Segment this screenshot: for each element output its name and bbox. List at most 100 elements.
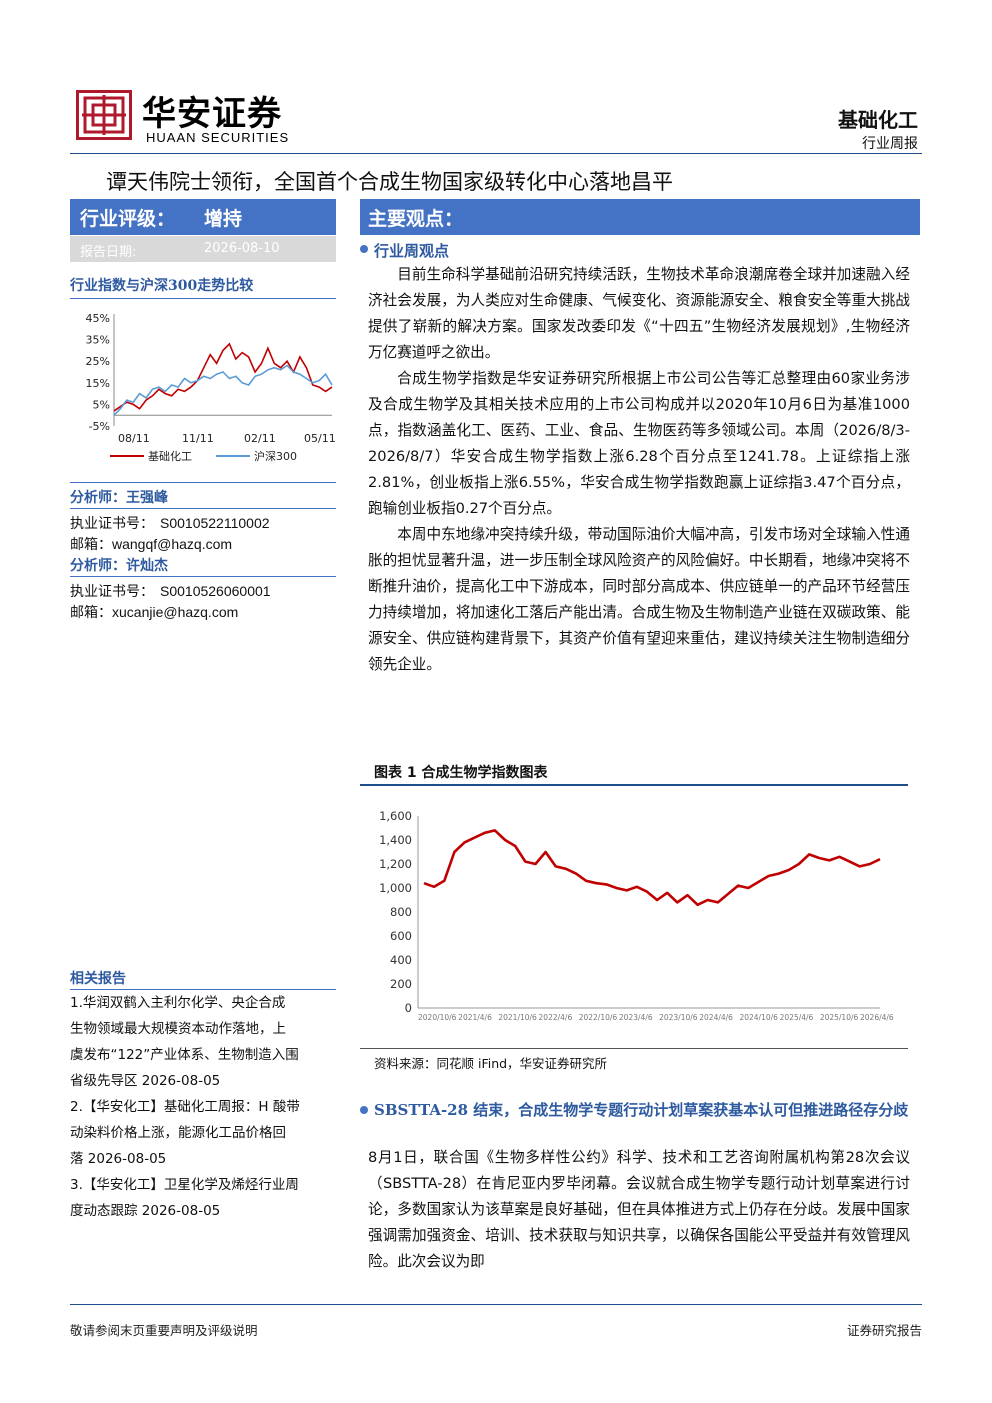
y-tick-label: 15%: [86, 377, 110, 390]
report-date-label: 报告日期:: [80, 245, 137, 260]
y-tick-label: 200: [390, 977, 412, 991]
analyst-1-cert-row: 执业证书号： S0010522110002: [70, 513, 270, 533]
analyst-1-mail-label: 邮箱：: [70, 536, 112, 552]
y-tick-label: 35%: [86, 334, 110, 347]
index-chart-divider: [70, 298, 336, 299]
analyst-2-mail-label: 邮箱：: [70, 604, 112, 620]
x-tick-label: 2021/10/6: [498, 1013, 537, 1022]
x-tick-label: 2022/4/6: [539, 1013, 573, 1022]
x-tick-label: 2021/4/6: [458, 1013, 492, 1022]
header-divider: [70, 153, 922, 154]
related-line[interactable]: 虞发布“122”产业体系、生物制造入围: [70, 1047, 299, 1063]
analyst-2-name: 分析师：许灿杰: [70, 558, 168, 574]
related-line[interactable]: 落 2026-08-05: [70, 1151, 167, 1167]
analyst-2-mail[interactable]: xucanjie@hazq.com: [112, 604, 239, 620]
y-tick-label: -5%: [89, 420, 110, 433]
company-name-en: HUAAN SECURITIES: [146, 130, 290, 145]
y-tick-label: 5%: [93, 398, 110, 411]
analyst-divider-top: [70, 482, 336, 483]
x-tick-label: 2023/4/6: [619, 1013, 653, 1022]
analyst-2-cert: S0010526060001: [160, 583, 271, 599]
related-line[interactable]: 1.华润双鹤入主利尔化学、央企合成: [70, 995, 286, 1011]
related-line[interactable]: 度动态跟踪 2026-08-05: [70, 1203, 221, 1219]
related-line[interactable]: 省级先导区 2026-08-05: [70, 1073, 221, 1089]
index-chart-title: 行业指数与沪深300走势比较: [70, 278, 254, 294]
y-tick-label: 1,600: [379, 809, 412, 823]
paragraph: 合成生物学指数是华安证券研究所根据上市公司公告等汇总整理由60家业务涉及合成生物…: [368, 370, 910, 517]
y-tick-label: 800: [390, 905, 412, 919]
main-points-bar: 主要观点：: [360, 199, 920, 235]
rating-label: 行业评级：: [80, 208, 176, 230]
rating-value: 增持: [204, 208, 243, 230]
y-tick-label: 1,200: [379, 857, 412, 871]
figure-title: 图表 1 合成生物学指数图表: [374, 765, 548, 781]
related-reports-list: 1.华润双鹤入主利尔化学、央企合成 生物领域最大规模资本动作落地，上 虞发布“1…: [70, 990, 336, 1224]
paragraph: 8月1日，联合国《生物多样性公约》科学、技术和工艺咨询附属机构第28次会议（SB…: [368, 1149, 910, 1270]
related-line[interactable]: 生物领域最大规模资本动作落地，上: [70, 1021, 286, 1037]
footer-report-type: 证券研究报告: [846, 1323, 922, 1338]
y-tick-label: 400: [390, 953, 412, 967]
index-comparison-chart: 45% 35% 25% 15% 5% -5% 08/11 11/11 02/11 05/11 基础化…: [86, 312, 336, 463]
x-tick-label: 2024/10/6: [739, 1013, 778, 1022]
analyst-1-divider: [70, 508, 336, 509]
series-line: [113, 342, 333, 412]
analyst-2-cert-row: 执业证书号： S0010526060001: [70, 581, 271, 601]
x-tick-label: 11/11: [182, 432, 214, 445]
related-line[interactable]: 动染料价格上涨，能源化工品价格回: [70, 1125, 286, 1141]
synbio-index-chart: 1,600 1,400 1,200 1,000 800 600 400 200 0 2020/10…: [379, 809, 894, 1022]
y-tick-label: 600: [390, 929, 412, 943]
figure-bottom-rule: [360, 1048, 908, 1049]
x-tick-label: 02/11: [244, 432, 276, 445]
sector-label: 基础化工: [838, 108, 918, 132]
bullet-icon: [360, 245, 368, 253]
x-tick-label: 2020/10/6: [418, 1013, 457, 1022]
analyst-1-name: 分析师：王强峰: [70, 490, 168, 506]
company-name-cn: 华安证券: [142, 94, 282, 134]
main-points-heading: 主要观点：: [368, 208, 464, 230]
logo-pattern-icon: [82, 95, 126, 135]
analyst-2-divider: [70, 576, 336, 577]
y-tick-label: 25%: [86, 355, 110, 368]
section2-title: SBSTTA-28 结束，合成生物学专题行动计划草案获基本认可但推进路径存分歧: [374, 1101, 909, 1119]
section1-body: 目前生命科学基础前沿研究持续活跃，生物技术革命浪潮席卷全球并加速融入经济社会发展…: [368, 262, 910, 678]
x-tick-label: 2025/4/6: [780, 1013, 814, 1022]
x-tick-label: 2023/10/6: [659, 1013, 698, 1022]
paragraph: 本周中东地缘冲突持续升级，带动国际油价大幅冲高，引发市场对全球输入性通胀的担忧显…: [368, 526, 910, 673]
figure-source: 资料来源：同花顺 iFind，华安证券研究所: [374, 1056, 608, 1071]
related-line[interactable]: 3.【华安化工】卫星化学及烯烃行业周: [70, 1177, 299, 1193]
legend-label: 沪深300: [254, 449, 297, 463]
x-tick-label: 2025/10/6: [820, 1013, 859, 1022]
series-line: [113, 364, 333, 416]
y-tick-label: 45%: [86, 312, 110, 325]
series-line: [423, 829, 881, 907]
x-tick-label: 2022/10/6: [579, 1013, 618, 1022]
section2-body: 8月1日，联合国《生物多样性公约》科学、技术和工艺咨询附属机构第28次会议（SB…: [368, 1145, 910, 1275]
x-tick-label: 08/11: [118, 432, 150, 445]
analyst-1-mail[interactable]: wangqf@hazq.com: [112, 536, 233, 552]
company-logo-mark: [76, 90, 132, 140]
report-date-value: 2026-08-10: [204, 241, 280, 256]
x-tick-label: 05/11: [304, 432, 336, 445]
legend-label: 基础化工: [148, 449, 192, 463]
analyst-2-cert-label: 执业证书号：: [70, 583, 154, 599]
analyst-1-cert: S0010522110002: [160, 515, 270, 531]
y-tick-label: 1,000: [379, 881, 412, 895]
analyst-2-mail-row: 邮箱：xucanjie@hazq.com: [70, 602, 238, 622]
related-reports-title: 相关报告: [70, 971, 126, 987]
x-tick-label: 2024/4/6: [699, 1013, 733, 1022]
paragraph: 目前生命科学基础前沿研究持续活跃，生物技术革命浪潮席卷全球并加速融入经济社会发展…: [368, 266, 910, 361]
bullet-icon: [360, 1106, 368, 1114]
report-date-bar: 报告日期: 2026-08-10: [70, 236, 336, 262]
related-line[interactable]: 2.【华安化工】基础化工周报：H 酸带: [70, 1099, 300, 1115]
rating-bar: 行业评级： 增持: [70, 199, 336, 235]
footer-disclaimer[interactable]: 敬请参阅末页重要声明及评级说明: [70, 1323, 258, 1338]
report-type: 行业周报: [862, 136, 918, 152]
report-title: 谭天伟院士领衔，全国首个合成生物国家级转化中心落地昌平: [106, 170, 673, 194]
footer-divider: [70, 1304, 922, 1305]
analyst-1-cert-label: 执业证书号：: [70, 515, 154, 531]
related-reports-divider: [70, 989, 336, 990]
figure-top-rule: [360, 784, 908, 786]
y-tick-label: 0: [405, 1001, 412, 1015]
analyst-1-mail-row: 邮箱：wangqf@hazq.com: [70, 534, 232, 554]
section1-title: 行业周观点: [374, 242, 450, 260]
